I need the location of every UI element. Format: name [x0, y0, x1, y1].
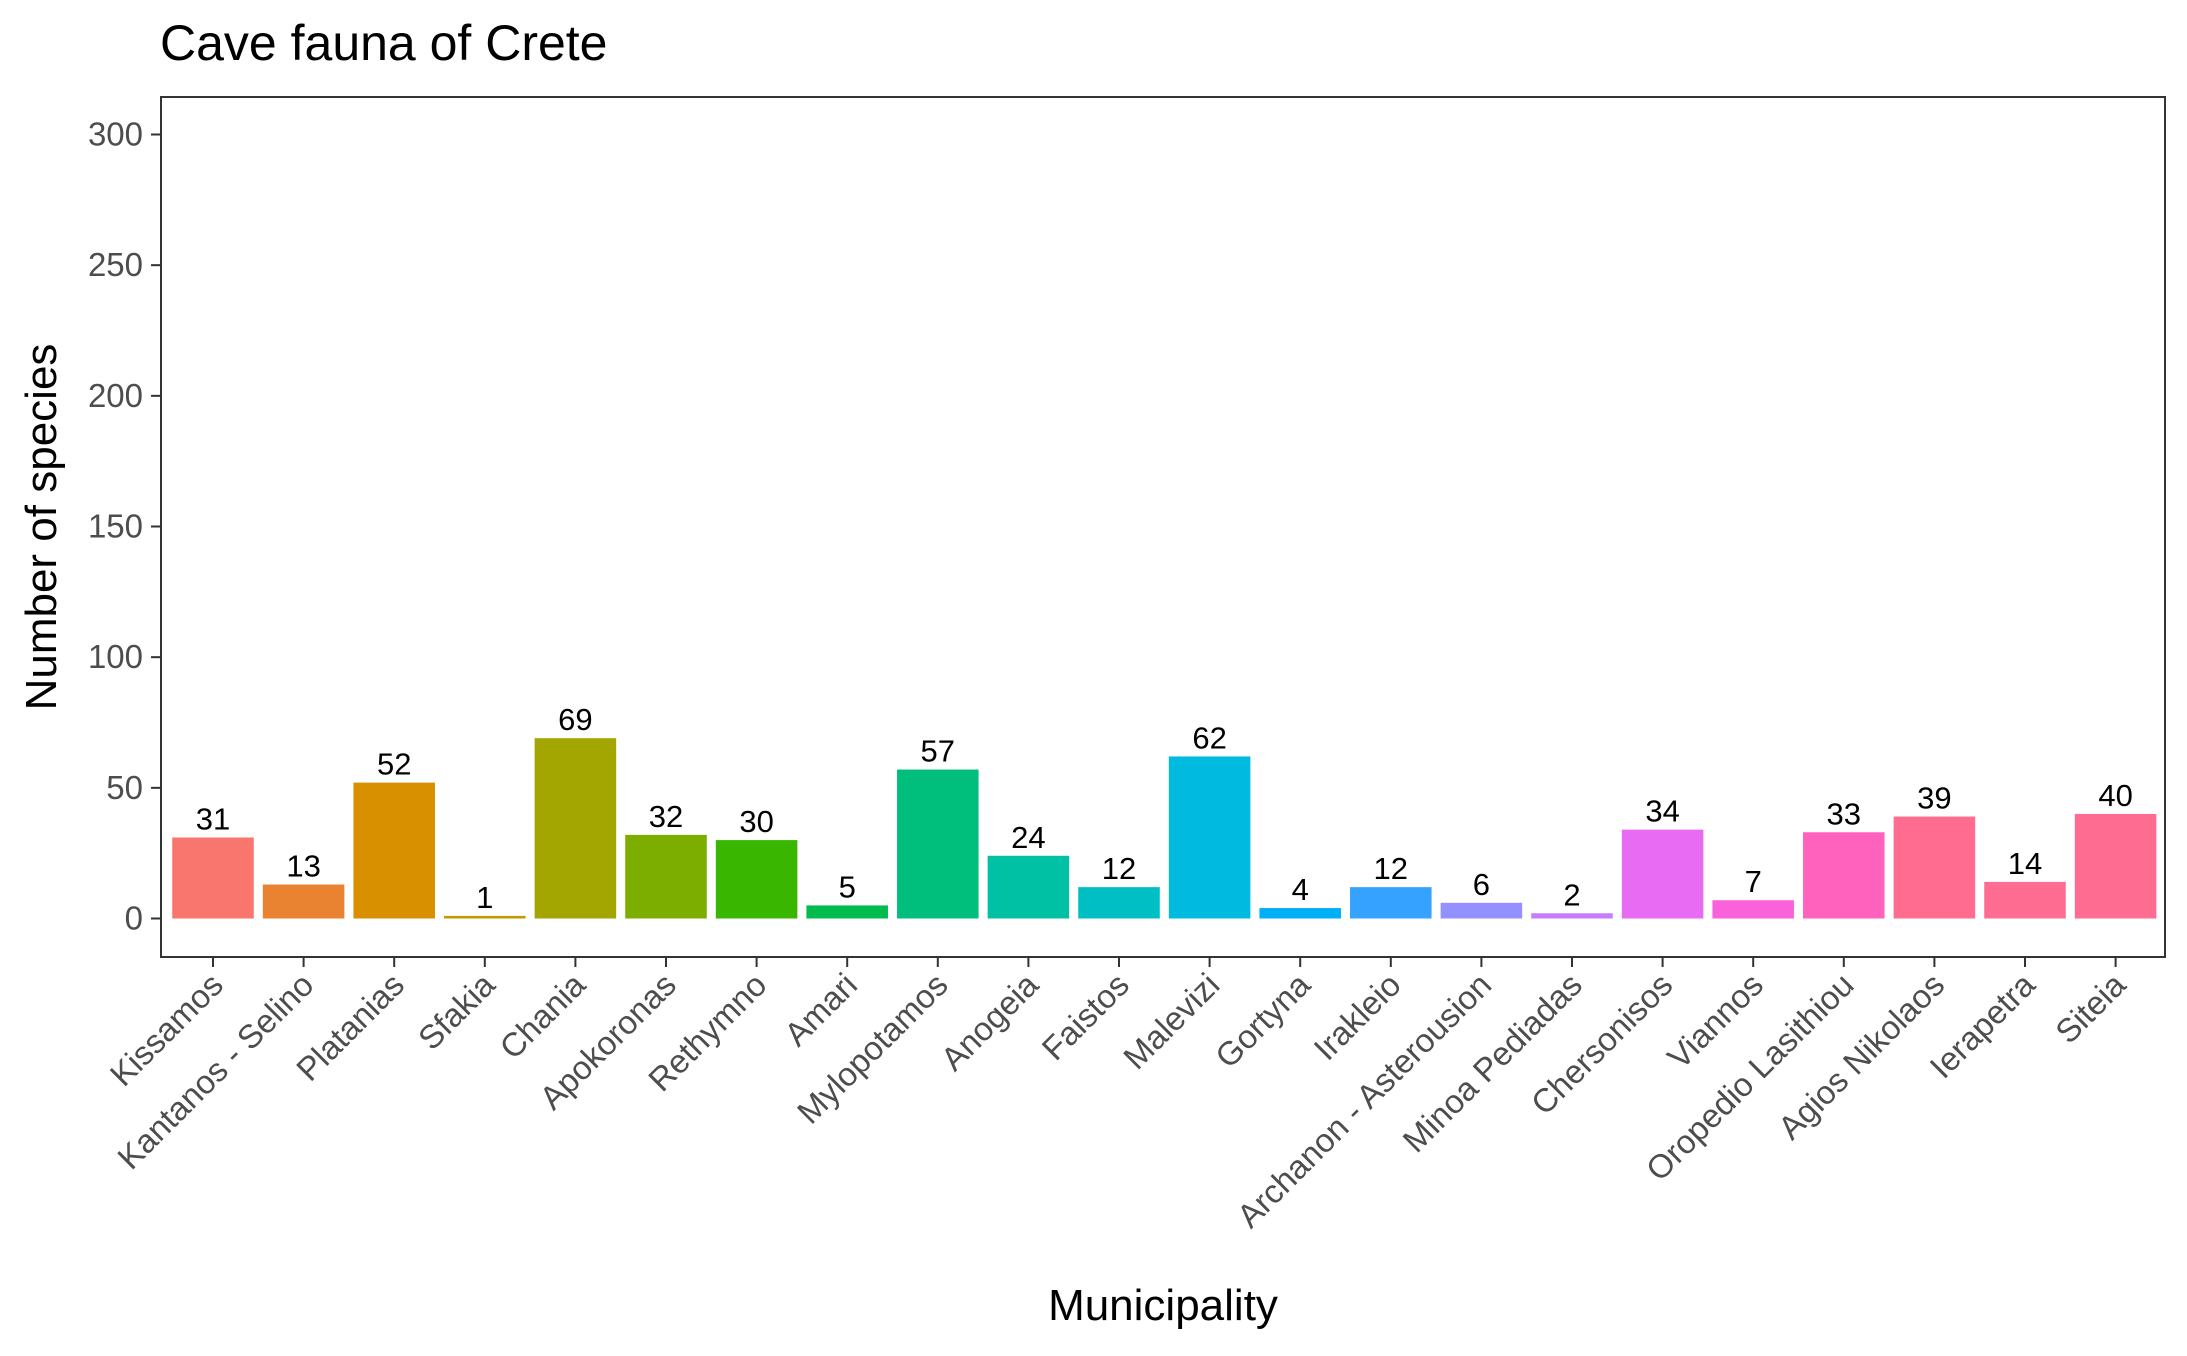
- data-label-faistos: 12: [1102, 851, 1136, 886]
- bar-oropedio-lasithiou: [1803, 832, 1885, 919]
- data-label-ierapetra: 14: [2008, 846, 2042, 881]
- data-label-sfakia: 1: [476, 880, 493, 915]
- bar-amari: [806, 905, 888, 919]
- data-label-siteia: 40: [2098, 778, 2132, 813]
- bar-platanias: [353, 782, 435, 919]
- data-label-irakleio: 12: [1374, 851, 1408, 886]
- y-axis: 0 50 100 150 200 250 300: [88, 116, 161, 937]
- data-label-rethymno: 30: [739, 804, 773, 839]
- bar-chersonisos: [1621, 829, 1704, 919]
- y-tick-label-200: 200: [88, 377, 143, 414]
- bar-ierapetra: [1984, 881, 2066, 919]
- bar-rethymno: [715, 840, 798, 919]
- bar-chania: [534, 738, 617, 919]
- data-label-chersonisos: 34: [1645, 794, 1679, 829]
- data-label-mylopotamos: 57: [921, 734, 955, 769]
- bar-malevizi: [1168, 756, 1251, 919]
- y-axis-title: Number of species: [17, 344, 66, 711]
- data-label-platanias: 52: [377, 747, 411, 782]
- x-tick-label-siteia: Siteia: [2048, 965, 2133, 1050]
- bar-agios-nikolaos: [1893, 816, 1976, 919]
- y-tick-label-100: 100: [88, 638, 143, 675]
- bar-gortyna: [1259, 908, 1341, 919]
- data-label-agios-nikolaos: 39: [1917, 781, 1951, 816]
- y-tick-label-0: 0: [125, 900, 143, 937]
- bar-kantanos-selino: [262, 884, 345, 919]
- plot-panel: [160, 96, 2166, 958]
- data-label-apokoronas: 32: [649, 799, 683, 834]
- data-label-amari: 5: [839, 869, 856, 904]
- y-tick-label-150: 150: [88, 508, 143, 545]
- bar-archanon-asterousion: [1440, 902, 1523, 919]
- bar-viannos: [1712, 900, 1794, 919]
- data-label-oropedio-lasithiou: 33: [1827, 796, 1861, 831]
- data-label-anogeia: 24: [1011, 820, 1045, 855]
- chart-title: Cave fauna of Crete: [160, 15, 608, 71]
- y-tick-label-250: 250: [88, 246, 143, 283]
- x-tick-label-sfakia: Sfakia: [411, 965, 502, 1056]
- bar-irakleio: [1350, 887, 1432, 919]
- x-tick-label-malevizi: Malevizi: [1116, 966, 1226, 1076]
- x-tick-label-gortyna: Gortyna: [1208, 965, 1318, 1075]
- bar-kissamos: [172, 837, 254, 919]
- bar-faistos: [1078, 887, 1160, 919]
- data-label-minoa-pediadas: 2: [1563, 877, 1580, 912]
- bar-anogeia: [987, 855, 1070, 919]
- y-tick-label-300: 300: [88, 116, 143, 153]
- bars-layer: [172, 738, 2157, 919]
- data-label-chania: 69: [558, 702, 592, 737]
- data-label-malevizi: 62: [1192, 720, 1226, 755]
- x-axis-title: Municipality: [1048, 1281, 1278, 1330]
- bar-minoa-pediadas: [1531, 913, 1613, 919]
- x-tick-label-amari: Amari: [777, 966, 864, 1053]
- data-label-archanon-asterousion: 6: [1473, 867, 1490, 902]
- x-tick-label-anogeia: Anogeia: [934, 965, 1046, 1077]
- bar-apokoronas: [625, 834, 707, 919]
- data-label-kantanos-selino: 13: [286, 849, 320, 884]
- bar-siteia: [2074, 813, 2157, 919]
- y-tick-label-50: 50: [106, 769, 143, 806]
- bar-sfakia: [444, 915, 526, 919]
- bar-mylopotamos: [897, 769, 979, 919]
- data-label-kissamos: 31: [196, 801, 230, 836]
- data-label-viannos: 7: [1745, 864, 1762, 899]
- data-label-gortyna: 4: [1292, 872, 1309, 907]
